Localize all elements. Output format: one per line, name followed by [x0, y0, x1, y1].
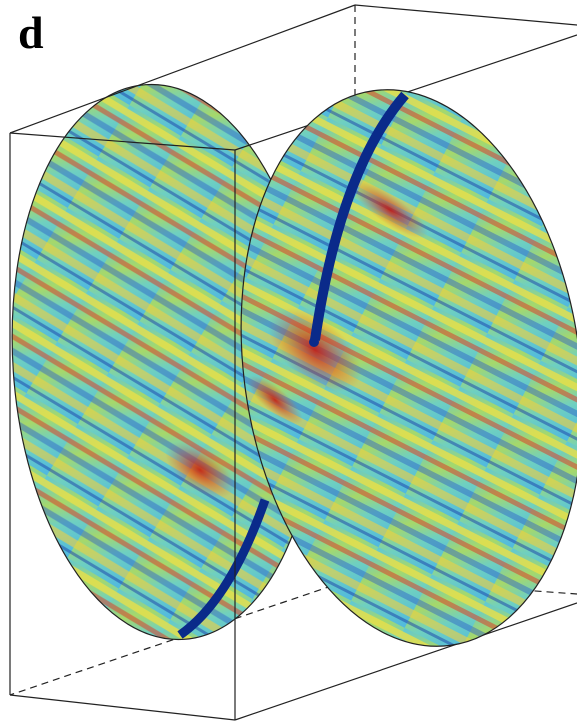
- panel-label: d: [18, 7, 44, 58]
- center-point: [309, 337, 319, 347]
- edge: [9, 132, 236, 151]
- hot-spot: [247, 375, 303, 425]
- hot-spot: [352, 181, 428, 239]
- dark-band: [310, 91, 409, 341]
- edge: [9, 694, 236, 721]
- box-edges: [9, 4, 577, 721]
- hot-spot: [268, 307, 362, 393]
- hot-spot: [165, 441, 235, 499]
- left-disc: [11, 83, 319, 641]
- edge: [354, 4, 577, 26]
- edge: [234, 602, 577, 721]
- edge: [9, 4, 356, 134]
- dark-band: [177, 498, 270, 639]
- disc-surface: [240, 89, 577, 647]
- right-disc: [240, 89, 577, 647]
